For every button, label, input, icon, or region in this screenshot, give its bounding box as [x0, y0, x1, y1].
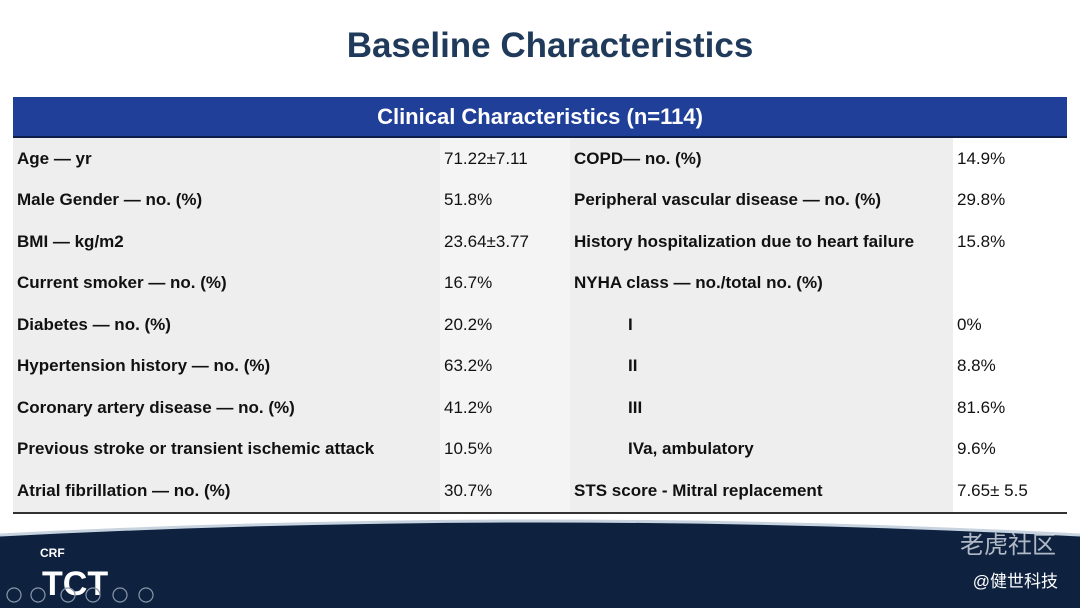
value-cell: 81.6%: [953, 387, 1067, 429]
value-cell: 10.5%: [440, 428, 570, 470]
value-cell: 15.8%: [953, 221, 1067, 263]
label-cell: Peripheral vascular disease — no. (%): [570, 179, 953, 221]
table-row: Hypertension history — no. (%) 63.2% II 8.8…: [13, 345, 1067, 387]
label-cell: Previous stroke or transient ischemic at…: [13, 428, 440, 470]
value-cell: 30.7%: [440, 470, 570, 514]
label-cell: III: [570, 387, 953, 429]
value-cell: 41.2%: [440, 387, 570, 429]
label-cell: IVa, ambulatory: [570, 428, 953, 470]
label-cell: Coronary artery disease — no. (%): [13, 387, 440, 429]
value-cell: 29.8%: [953, 179, 1067, 221]
watermark: 老虎社区: [960, 532, 1056, 559]
table-row: Age — yr 71.22±7.11 COPD— no. (%) 14.9%: [13, 137, 1067, 180]
table-row: Previous stroke or transient ischemic at…: [13, 428, 1067, 470]
label-cell: History hospitalization due to heart fai…: [570, 221, 953, 263]
table-row: Atrial fibrillation — no. (%) 30.7% STS sc…: [13, 470, 1067, 514]
label-cell: Hypertension history — no. (%): [13, 345, 440, 387]
slide-title: Baseline Characteristics: [346, 26, 754, 65]
table-caption: Clinical Characteristics (n=114): [13, 97, 1067, 138]
value-cell: 14.9%: [953, 137, 1067, 180]
label-cell: NYHA class — no./total no. (%): [570, 262, 953, 304]
value-cell: 23.64±3.77: [440, 221, 570, 263]
value-cell: 0%: [953, 304, 1067, 346]
label-cell: Age — yr: [13, 137, 440, 180]
value-cell: 51.8%: [440, 179, 570, 221]
footer-edge: [0, 519, 1080, 537]
value-cell: 63.2%: [440, 345, 570, 387]
table-row: Current smoker — no. (%) 16.7% NYHA class …: [13, 262, 1067, 304]
label-cell: BMI — kg/m2: [13, 221, 440, 263]
credit: @健世科技: [973, 572, 1058, 591]
label-cell: COPD— no. (%): [570, 137, 953, 180]
label-cell: Diabetes — no. (%): [13, 304, 440, 346]
value-cell: 16.7%: [440, 262, 570, 304]
value-cell: 9.6%: [953, 428, 1067, 470]
footer: CRF TCT 老虎社区 @健世科技: [0, 519, 1080, 608]
value-cell: 20.2%: [440, 304, 570, 346]
characteristics-table: Clinical Characteristics (n=114) Age — y…: [13, 97, 1067, 514]
label-cell: Male Gender — no. (%): [13, 179, 440, 221]
footer-band: [0, 521, 1080, 608]
label-cell: Atrial fibrillation — no. (%): [13, 470, 440, 514]
logo-small: CRF: [40, 546, 65, 560]
table-row: Male Gender — no. (%) 51.8% Peripheral vas…: [13, 179, 1067, 221]
label-cell: STS score - Mitral replacement: [570, 470, 953, 514]
label-cell: II: [570, 345, 953, 387]
player-controls[interactable]: [6, 587, 154, 603]
table-row: BMI — kg/m2 23.64±3.77 History hospitaliza…: [13, 221, 1067, 263]
value-cell: 71.22±7.11: [440, 137, 570, 180]
label-cell: Current smoker — no. (%): [13, 262, 440, 304]
value-cell: [953, 262, 1067, 304]
table-row: Diabetes — no. (%) 20.2% I 0%: [13, 304, 1067, 346]
value-cell: 7.65± 5.5: [953, 470, 1067, 514]
table-row: Coronary artery disease — no. (%) 41.2% II…: [13, 387, 1067, 429]
value-cell: 8.8%: [953, 345, 1067, 387]
label-cell: I: [570, 304, 953, 346]
